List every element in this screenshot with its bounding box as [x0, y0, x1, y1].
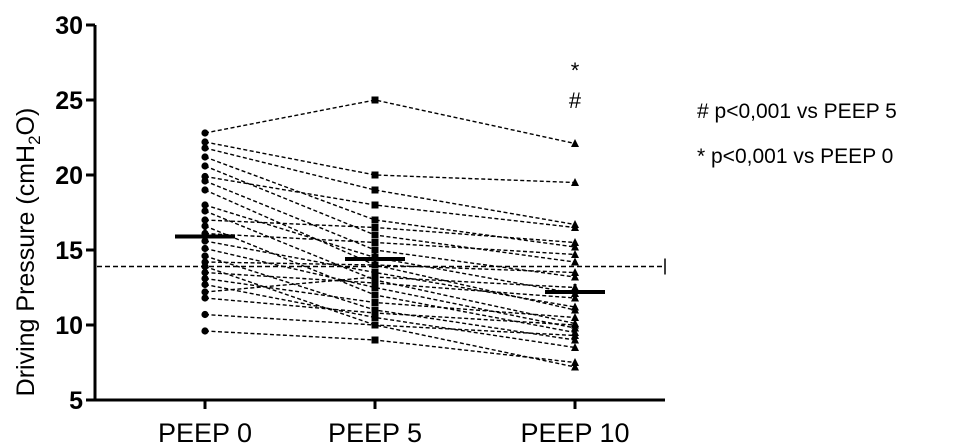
- significance-mark: #: [569, 88, 582, 113]
- point-peep0: [201, 244, 209, 253]
- subject-line: [204, 189, 576, 311]
- point-peep5: [371, 321, 379, 329]
- subject-line: [204, 175, 576, 229]
- point-peep10: [571, 331, 579, 339]
- point-peep10: [571, 139, 579, 147]
- point-peep10: [571, 238, 579, 246]
- point-peep10: [571, 302, 579, 311]
- y-axis-title-sub: 2: [25, 135, 44, 144]
- y-tick-label: 5: [69, 387, 83, 415]
- point-peep5: [371, 299, 379, 306]
- point-peep5: [371, 201, 379, 209]
- y-tick-label: 15: [55, 237, 83, 265]
- y-tick-label: 30: [55, 12, 83, 40]
- point-peep0: [201, 252, 209, 260]
- point-peep0: [201, 262, 209, 271]
- point-peep0: [201, 310, 209, 319]
- point-peep0: [201, 186, 209, 194]
- point-peep10: [571, 223, 579, 231]
- subject-line: [204, 99, 576, 145]
- subject-line: [204, 147, 576, 226]
- y-axis-title-main: Driving Pressure (cmH: [12, 145, 40, 396]
- point-peep5: [371, 291, 379, 299]
- point-peep10: [571, 257, 579, 266]
- point-peep5: [371, 231, 379, 239]
- point-peep5: [371, 246, 379, 254]
- point-peep10: [571, 268, 579, 276]
- point-peep0: [201, 268, 209, 277]
- point-peep0: [201, 144, 209, 152]
- legend: # p<0,001 vs PEEP 5 * p<0,001 vs PEEP 0: [697, 100, 897, 168]
- legend-entry-star: * p<0,001 vs PEEP 0: [697, 145, 893, 168]
- point-peep10: [571, 320, 579, 329]
- point-peep0: [201, 201, 209, 209]
- y-tick-label: 20: [55, 162, 83, 190]
- y-axis-label: Driving Pressure (cmH2O): [12, 108, 44, 397]
- point-peep10: [571, 272, 579, 281]
- significance-mark: *: [571, 58, 580, 83]
- subject-line: [204, 313, 576, 337]
- y-axis-title-tail: O): [12, 108, 40, 136]
- subject-line: [204, 265, 576, 368]
- point-peep5: [371, 273, 379, 281]
- point-peep10: [571, 178, 579, 186]
- point-peep0: [201, 274, 209, 283]
- point-peep0: [201, 153, 209, 161]
- point-peep5: [371, 309, 379, 317]
- point-peep5: [371, 171, 379, 179]
- y-axis-title: Driving Pressure (cmH2O): [12, 108, 44, 397]
- point-peep5: [371, 96, 379, 104]
- subject-line: [204, 283, 576, 349]
- point-peep5: [371, 239, 379, 246]
- point-peep0: [201, 177, 209, 185]
- point-peep5: [371, 216, 379, 224]
- x-category-label: PEEP 5: [328, 418, 422, 447]
- y-tick-label: 25: [55, 87, 83, 115]
- point-peep5: [371, 314, 379, 321]
- point-peep5: [371, 186, 379, 194]
- point-peep10: [571, 358, 579, 366]
- subject-line: [204, 297, 576, 326]
- point-peep5: [371, 279, 379, 287]
- subject-line: [204, 330, 576, 364]
- point-peep0: [201, 294, 209, 302]
- subject-line: [204, 141, 576, 184]
- subject-line: [204, 156, 576, 248]
- legend-entry-hash: # p<0,001 vs PEEP 5: [697, 100, 897, 123]
- point-peep0: [201, 138, 209, 146]
- x-category-label: PEEP 10: [520, 418, 629, 447]
- point-peep0: [201, 162, 209, 170]
- point-peep5: [371, 224, 379, 231]
- point-peep5: [371, 284, 379, 291]
- point-peep0: [201, 222, 209, 230]
- point-peep10: [571, 313, 579, 321]
- point-peep5: [371, 336, 379, 344]
- x-category-label: PEEP 0: [158, 418, 252, 447]
- point-peep10: [571, 362, 579, 371]
- point-peep5: [371, 269, 379, 276]
- point-peep0: [201, 280, 209, 289]
- point-peep10: [571, 242, 579, 251]
- point-peep0: [201, 288, 209, 296]
- point-peep0: [201, 129, 209, 137]
- point-peep0: [201, 327, 209, 335]
- point-peep0: [201, 207, 209, 215]
- point-peep0: [201, 216, 209, 224]
- point-peep10: [571, 335, 579, 344]
- point-peep10: [571, 343, 579, 351]
- y-tick-label: 10: [55, 312, 83, 340]
- point-peep10: [571, 250, 579, 258]
